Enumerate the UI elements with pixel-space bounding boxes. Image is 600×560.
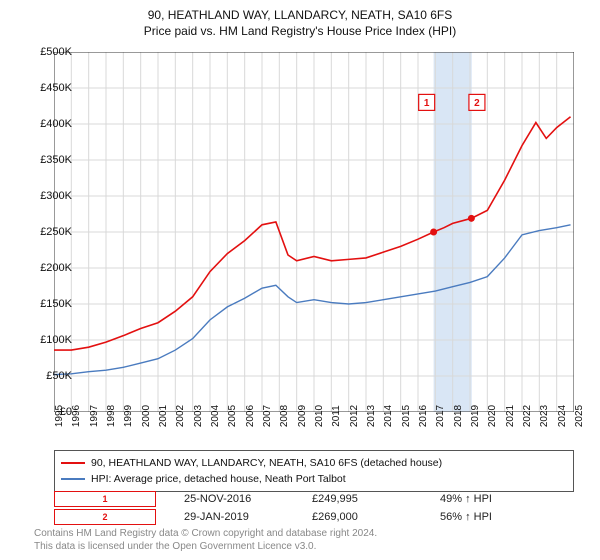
y-tick-label: £50K — [26, 370, 72, 382]
x-tick-label: 2017 — [435, 405, 446, 427]
legend-row-property: 90, HEATHLAND WAY, LLANDARCY, NEATH, SA1… — [61, 455, 567, 471]
title-block: 90, HEATHLAND WAY, LLANDARCY, NEATH, SA1… — [0, 0, 600, 38]
y-tick-label: £300K — [26, 190, 72, 202]
x-tick-label: 1997 — [89, 405, 100, 427]
x-tick-label: 2016 — [418, 405, 429, 427]
y-tick-label: £200K — [26, 262, 72, 274]
sales-block: 1 25-NOV-2016 £249,995 49% ↑ HPI 2 29-JA… — [54, 490, 574, 526]
x-tick-label: 2012 — [349, 405, 360, 427]
chart-area: 12 — [54, 52, 574, 412]
footer-line-2: This data is licensed under the Open Gov… — [34, 541, 377, 554]
y-tick-label: £350K — [26, 154, 72, 166]
x-tick-label: 2002 — [175, 405, 186, 427]
sale-price-1: £249,995 — [312, 493, 412, 505]
title-sub: Price paid vs. HM Land Registry's House … — [0, 24, 600, 38]
x-tick-label: 2007 — [262, 405, 273, 427]
sale-delta-2: 56% ↑ HPI — [440, 511, 540, 523]
legend-swatch-hpi — [61, 478, 85, 480]
sale-marker-2: 2 — [54, 509, 156, 525]
sale-delta-1: 49% ↑ HPI — [440, 493, 540, 505]
sale-row-2: 2 29-JAN-2019 £269,000 56% ↑ HPI — [54, 508, 574, 526]
x-tick-label: 2022 — [522, 405, 533, 427]
x-tick-label: 2009 — [297, 405, 308, 427]
x-tick-label: 2015 — [401, 405, 412, 427]
legend-row-hpi: HPI: Average price, detached house, Neat… — [61, 471, 567, 487]
x-tick-label: 2001 — [158, 405, 169, 427]
svg-text:1: 1 — [424, 98, 430, 109]
x-tick-label: 2003 — [193, 405, 204, 427]
chart-container: 90, HEATHLAND WAY, LLANDARCY, NEATH, SA1… — [0, 0, 600, 560]
x-tick-label: 2013 — [366, 405, 377, 427]
x-tick-label: 2000 — [141, 405, 152, 427]
x-tick-label: 1996 — [71, 405, 82, 427]
chart-svg: 12 — [54, 52, 574, 412]
y-tick-label: £400K — [26, 118, 72, 130]
sale-row-1: 1 25-NOV-2016 £249,995 49% ↑ HPI — [54, 490, 574, 508]
x-tick-label: 2020 — [487, 405, 498, 427]
legend-label-property: 90, HEATHLAND WAY, LLANDARCY, NEATH, SA1… — [91, 457, 442, 469]
sale-price-2: £269,000 — [312, 511, 412, 523]
legend: 90, HEATHLAND WAY, LLANDARCY, NEATH, SA1… — [54, 450, 574, 492]
x-tick-label: 2008 — [279, 405, 290, 427]
x-tick-label: 2011 — [331, 405, 342, 427]
sale-marker-1: 1 — [54, 491, 156, 507]
footer-line-1: Contains HM Land Registry data © Crown c… — [34, 528, 377, 541]
x-tick-label: 2021 — [505, 405, 516, 427]
legend-label-hpi: HPI: Average price, detached house, Neat… — [91, 473, 346, 485]
sale-date-1: 25-NOV-2016 — [184, 493, 284, 505]
x-tick-label: 2023 — [539, 405, 550, 427]
footer: Contains HM Land Registry data © Crown c… — [34, 528, 377, 553]
x-tick-label: 2004 — [210, 405, 221, 427]
x-tick-label: 2006 — [245, 405, 256, 427]
x-tick-label: 1998 — [106, 405, 117, 427]
y-tick-label: £450K — [26, 82, 72, 94]
y-tick-label: £0 — [26, 406, 72, 418]
y-tick-label: £150K — [26, 298, 72, 310]
x-tick-label: 1999 — [123, 405, 134, 427]
x-tick-label: 2024 — [557, 405, 568, 427]
x-tick-label: 2018 — [453, 405, 464, 427]
legend-swatch-property — [61, 462, 85, 464]
x-tick-label: 2014 — [383, 405, 394, 427]
title-main: 90, HEATHLAND WAY, LLANDARCY, NEATH, SA1… — [0, 8, 600, 22]
x-tick-label: 2019 — [470, 405, 481, 427]
y-tick-label: £250K — [26, 226, 72, 238]
sale-date-2: 29-JAN-2019 — [184, 511, 284, 523]
x-tick-label: 2010 — [314, 405, 325, 427]
y-tick-label: £500K — [26, 46, 72, 58]
y-tick-label: £100K — [26, 334, 72, 346]
x-tick-label: 2005 — [227, 405, 238, 427]
svg-text:2: 2 — [474, 98, 480, 109]
x-tick-label: 2025 — [574, 405, 585, 427]
x-tick-label: 1995 — [54, 405, 65, 427]
